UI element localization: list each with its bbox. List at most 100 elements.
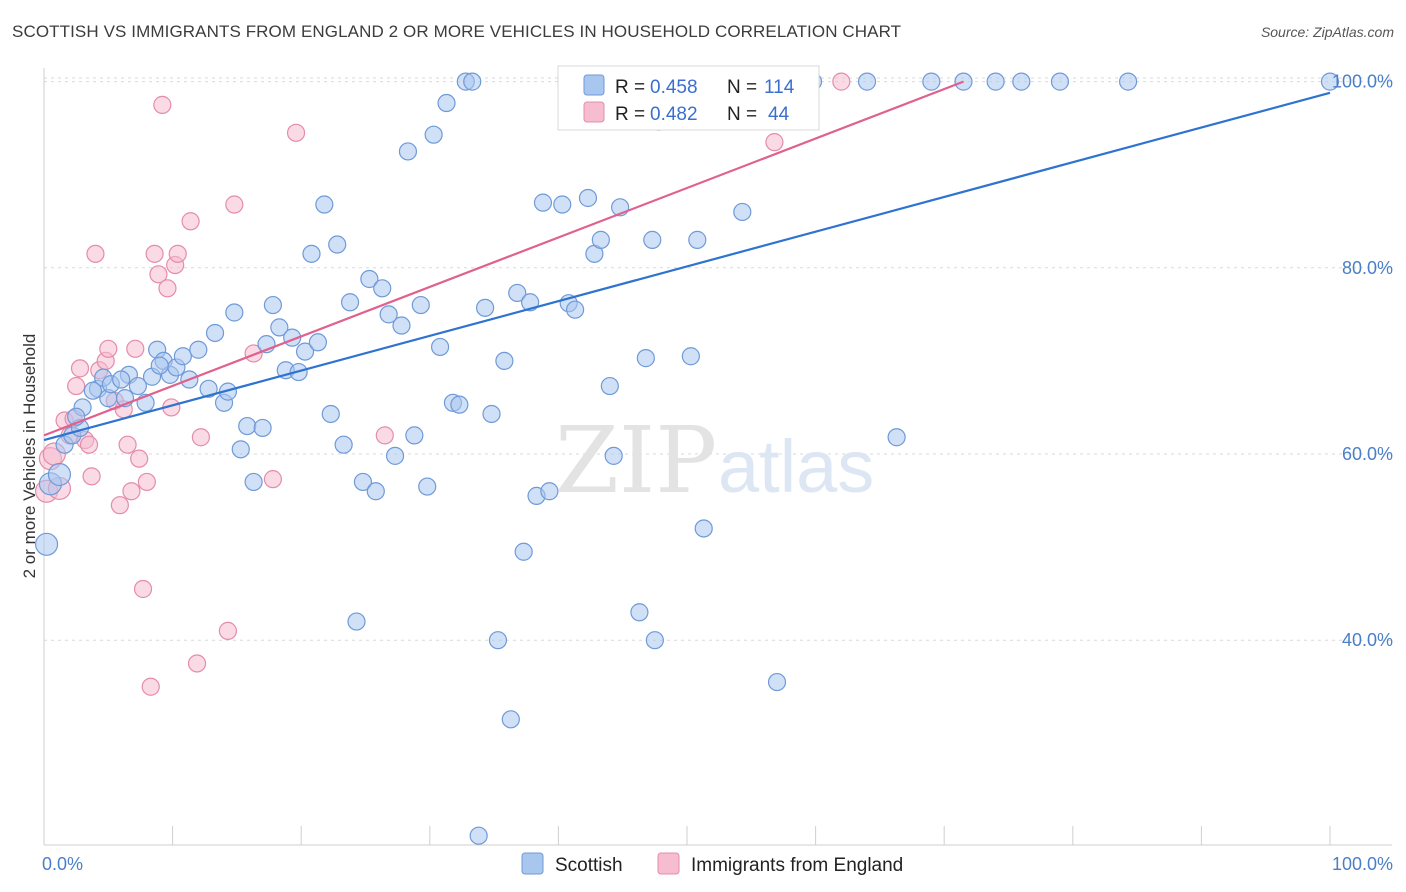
- scottish-point: [405, 426, 424, 445]
- england-point: [86, 244, 105, 263]
- scottish-point: [540, 482, 559, 501]
- england-point: [133, 579, 153, 599]
- england-point: [149, 265, 168, 284]
- scottish-point: [360, 269, 379, 289]
- england-point: [110, 496, 129, 515]
- england-point: [832, 72, 851, 91]
- y-tick-label: 80.0%: [1342, 258, 1393, 278]
- scottish-point: [578, 188, 598, 208]
- scottish-point: [128, 376, 147, 396]
- trend-lines: [43, 80, 1331, 442]
- legend-n-england: 44: [768, 104, 790, 125]
- scottish-point: [385, 446, 405, 465]
- scottish-point: [430, 337, 450, 357]
- scottish-point: [604, 446, 623, 465]
- y-axis-title: 2 or more Vehicles in Household: [20, 334, 39, 579]
- scottish-point: [533, 193, 553, 212]
- scottish-point: [986, 72, 1005, 91]
- england-point: [765, 133, 784, 152]
- scottish-point: [353, 472, 373, 492]
- scottish-point: [1012, 72, 1031, 91]
- scottish-point: [199, 379, 218, 398]
- england-points: [34, 72, 851, 696]
- scottish-point: [231, 440, 250, 459]
- england-point: [187, 654, 207, 673]
- y-tick-label: 100.0%: [1332, 72, 1393, 92]
- scottish-point: [922, 72, 941, 91]
- scottish-point: [238, 416, 257, 436]
- scottish-point: [411, 295, 430, 315]
- england-point: [225, 195, 244, 214]
- scottish-point: [263, 295, 283, 315]
- scottish-point: [591, 230, 610, 249]
- scottish-point: [173, 347, 192, 366]
- scottish-point: [566, 300, 585, 319]
- series-legend-swatch-england[interactable]: [657, 852, 680, 875]
- england-point: [130, 449, 149, 468]
- series-legend-label-england[interactable]: Immigrants from England: [691, 855, 903, 876]
- scottish-point: [553, 195, 572, 214]
- scottish-point: [767, 672, 787, 692]
- scottish-point: [392, 316, 411, 335]
- watermark-atlas: atlas: [718, 425, 874, 508]
- scottish-point: [469, 826, 488, 845]
- legend-n-label-england: N =: [727, 104, 757, 125]
- england-point: [122, 482, 141, 501]
- scottish-point: [373, 279, 392, 298]
- england-point: [191, 428, 210, 447]
- legend-swatch-england: [583, 101, 605, 123]
- scottish-point: [475, 298, 495, 317]
- england-point: [286, 123, 306, 142]
- series-legend-swatch-scottish[interactable]: [521, 852, 544, 875]
- legend-r-england: 0.482: [650, 104, 698, 125]
- england-point: [79, 435, 99, 454]
- scottish-point: [887, 428, 906, 447]
- chart-title: SCOTTISH VS IMMIGRANTS FROM ENGLAND 2 OR…: [12, 22, 902, 41]
- legend-n-label-scottish: N =: [727, 77, 757, 98]
- scottish-point: [508, 283, 527, 303]
- england-point: [126, 339, 145, 358]
- scottish-point: [270, 318, 289, 337]
- legend-r-label-england: R =: [615, 104, 645, 125]
- scottish-point: [463, 72, 482, 91]
- scottish-point: [501, 710, 520, 729]
- watermark-zip: ZIP: [555, 407, 717, 514]
- england-point: [137, 472, 156, 492]
- watermark: ZIP atlas: [555, 407, 874, 514]
- series-legend: Scottish Immigrants from England: [521, 852, 903, 876]
- y-tick-labels: 40.0% 60.0% 80.0% 100.0%: [1332, 72, 1393, 651]
- scottish-point: [328, 235, 347, 254]
- scottish-point: [205, 323, 225, 343]
- scottish-point: [34, 532, 59, 556]
- series-legend-label-scottish[interactable]: Scottish: [555, 855, 623, 876]
- england-point: [181, 212, 200, 231]
- england-point: [145, 244, 164, 263]
- england-point: [158, 279, 177, 298]
- scottish-point: [643, 230, 662, 249]
- scottish-point: [1118, 72, 1138, 91]
- scottish-point: [694, 519, 713, 538]
- scottish-point: [450, 395, 469, 414]
- y-tick-label: 60.0%: [1342, 444, 1393, 464]
- legend-swatch-scottish: [583, 74, 605, 96]
- england-point: [218, 621, 237, 640]
- scottish-point: [315, 195, 334, 214]
- scottish-point: [418, 477, 437, 496]
- scottish-point: [488, 631, 508, 650]
- scottish-point: [308, 333, 328, 352]
- england-point: [153, 95, 172, 114]
- scottish-point: [150, 356, 169, 375]
- england-point: [67, 376, 86, 396]
- scottish-trend-line: [43, 91, 1331, 442]
- england-trend-line: [43, 80, 964, 437]
- england-point: [118, 435, 137, 454]
- scottish-point: [482, 404, 501, 424]
- scottish-point: [334, 435, 353, 454]
- scottish-point: [83, 381, 102, 400]
- scottish-point: [398, 142, 418, 161]
- source-credit: Source: ZipAtlas.com: [1260, 24, 1394, 40]
- england-point: [141, 677, 160, 696]
- scottish-point: [295, 342, 315, 361]
- x-tick-label: 100.0%: [1332, 854, 1393, 874]
- scottish-point: [347, 612, 366, 631]
